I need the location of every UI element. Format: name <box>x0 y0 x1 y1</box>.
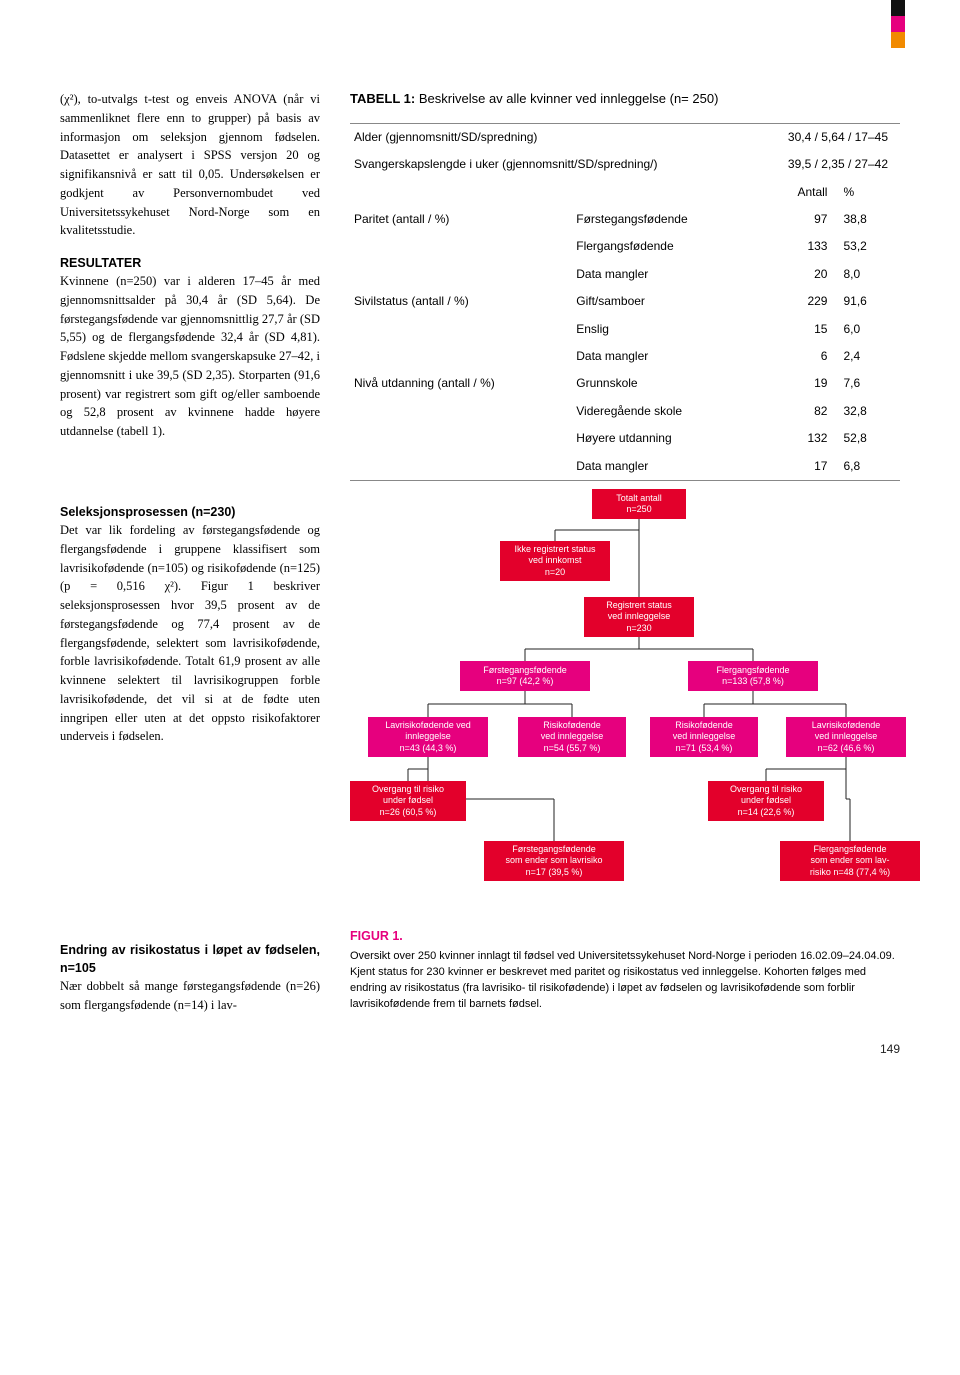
table-category: Data mangler <box>572 261 750 288</box>
accent-seg-3 <box>891 32 905 48</box>
page-accent-bar <box>891 0 905 48</box>
table-category: Høyere utdanning <box>572 425 750 452</box>
table-1: Alder (gjennomsnitt/SD/spredning) 30,4 /… <box>350 123 900 481</box>
flow-node-n_m_lav: Lavrisikofødendeved innleggelsen=62 (46,… <box>786 717 906 757</box>
table-row-label: Svangerskapslengde i uker (gjennomsnitt/… <box>350 151 751 178</box>
table-pct: 32,8 <box>839 398 900 425</box>
figure-label: FIGUR 1. <box>350 927 900 945</box>
body-para-2: Kvinnene (n=250) var i alderen 17–45 år … <box>60 272 320 441</box>
flow-node-n_m_risk: Risikofødendeved innleggelsen=71 (53,4 %… <box>650 717 758 757</box>
subhead-seleksjon: Seleksjonsprosessen (n=230) <box>60 503 320 521</box>
body-para-4: Nær dobbelt så mange førstegangsfødende … <box>60 977 320 1015</box>
table-pct: 53,2 <box>839 233 900 260</box>
table-group-label <box>350 398 572 425</box>
table-category: Videregående skole <box>572 398 750 425</box>
table-category: Data mangler <box>572 453 750 480</box>
table-col-antall: Antall <box>751 179 840 206</box>
page-number: 149 <box>60 1041 900 1058</box>
table-group-label <box>350 343 572 370</box>
accent-seg-2 <box>891 16 905 32</box>
table-pct: 8,0 <box>839 261 900 288</box>
table-group-label: Nivå utdanning (antall / %) <box>350 370 572 397</box>
table-category: Grunnskole <box>572 370 750 397</box>
table-row-val: 30,4 / 5,64 / 17–45 <box>751 123 900 151</box>
table-group-label <box>350 453 572 480</box>
flow-node-n_multi: Flergangsfødenden=133 (57,8 %) <box>688 661 818 691</box>
flow-node-n_m_end: Flergangsfødendesom ender som lav-risiko… <box>780 841 920 881</box>
table-label: TABELL 1: <box>350 91 415 106</box>
table-group-label <box>350 425 572 452</box>
table-group-label: Paritet (antall / %) <box>350 206 572 233</box>
table-pct: 91,6 <box>839 288 900 315</box>
body-para-3: Det var lik fordeling av førstegangsføde… <box>60 521 320 746</box>
flow-node-n_notreg: Ikke registrert statusved innkomstn=20 <box>500 541 610 581</box>
flow-node-n_f_risk: Risikofødendeved innleggelsen=54 (55,7 %… <box>518 717 626 757</box>
table-n: 19 <box>751 370 840 397</box>
flow-node-n_total: Totalt antalln=250 <box>592 489 686 519</box>
table-category: Data mangler <box>572 343 750 370</box>
table-group-label <box>350 316 572 343</box>
table-col-pct: % <box>839 179 900 206</box>
table-n: 82 <box>751 398 840 425</box>
table-pct: 2,4 <box>839 343 900 370</box>
table-category: Gift/samboer <box>572 288 750 315</box>
accent-seg-1 <box>891 0 905 16</box>
flow-node-n_f_over: Overgang til risikounder fødseln=26 (60,… <box>350 781 466 821</box>
table-pct: 6,0 <box>839 316 900 343</box>
table-title: TABELL 1: Beskrivelse av alle kvinner ve… <box>350 90 900 109</box>
section-head-resultater: RESULTATER <box>60 254 320 272</box>
table-category: Flergangsfødende <box>572 233 750 260</box>
table-title-text: Beskrivelse av alle kvinner ved innlegge… <box>419 91 719 106</box>
table-row-val: 39,5 / 2,35 / 27–42 <box>751 151 900 178</box>
table-pct: 6,8 <box>839 453 900 480</box>
table-group-label <box>350 233 572 260</box>
table-n: 229 <box>751 288 840 315</box>
table-n: 6 <box>751 343 840 370</box>
table-row-label: Alder (gjennomsnitt/SD/spredning) <box>350 123 751 151</box>
table-n: 132 <box>751 425 840 452</box>
table-pct: 38,8 <box>839 206 900 233</box>
table-group-label: Sivilstatus (antall / %) <box>350 288 572 315</box>
table-n: 133 <box>751 233 840 260</box>
flow-node-n_f_lav: Lavrisikofødende vedinnleggelsen=43 (44,… <box>368 717 488 757</box>
flow-node-n_first: Førstegangsfødenden=97 (42,2 %) <box>460 661 590 691</box>
table-category: Enslig <box>572 316 750 343</box>
body-para-1: (χ²), to-utvalgs t-test og enveis ANOVA … <box>60 90 320 240</box>
subhead-endring: Endring av risikostatus i løpet av fødse… <box>60 941 320 977</box>
table-n: 20 <box>751 261 840 288</box>
table-pct: 52,8 <box>839 425 900 452</box>
table-n: 15 <box>751 316 840 343</box>
table-group-label <box>350 261 572 288</box>
figure-caption-text: Oversikt over 250 kvinner innlagt til fø… <box>350 949 900 1013</box>
figure-1-flowchart: Totalt antalln=250 Ikke registrert status… <box>350 489 900 909</box>
flow-node-n_m_over: Overgang til risikounder fødseln=14 (22,… <box>708 781 824 821</box>
table-category: Førstegangsfødende <box>572 206 750 233</box>
table-n: 97 <box>751 206 840 233</box>
flow-node-n_f_end: Førstegangsfødendesom ender som lavrisik… <box>484 841 624 881</box>
table-pct: 7,6 <box>839 370 900 397</box>
table-n: 17 <box>751 453 840 480</box>
flow-node-n_reg: Registrert statusved innleggelsen=230 <box>584 597 694 637</box>
